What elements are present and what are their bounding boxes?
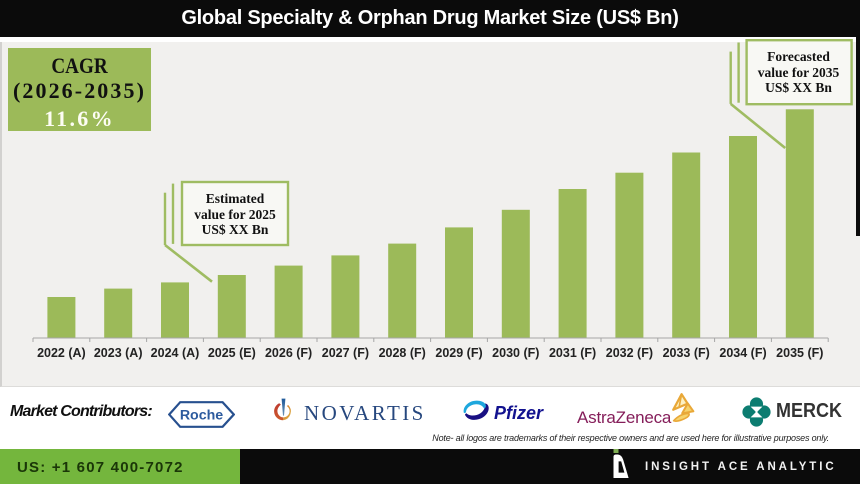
svg-text:Roche: Roche bbox=[180, 408, 223, 424]
